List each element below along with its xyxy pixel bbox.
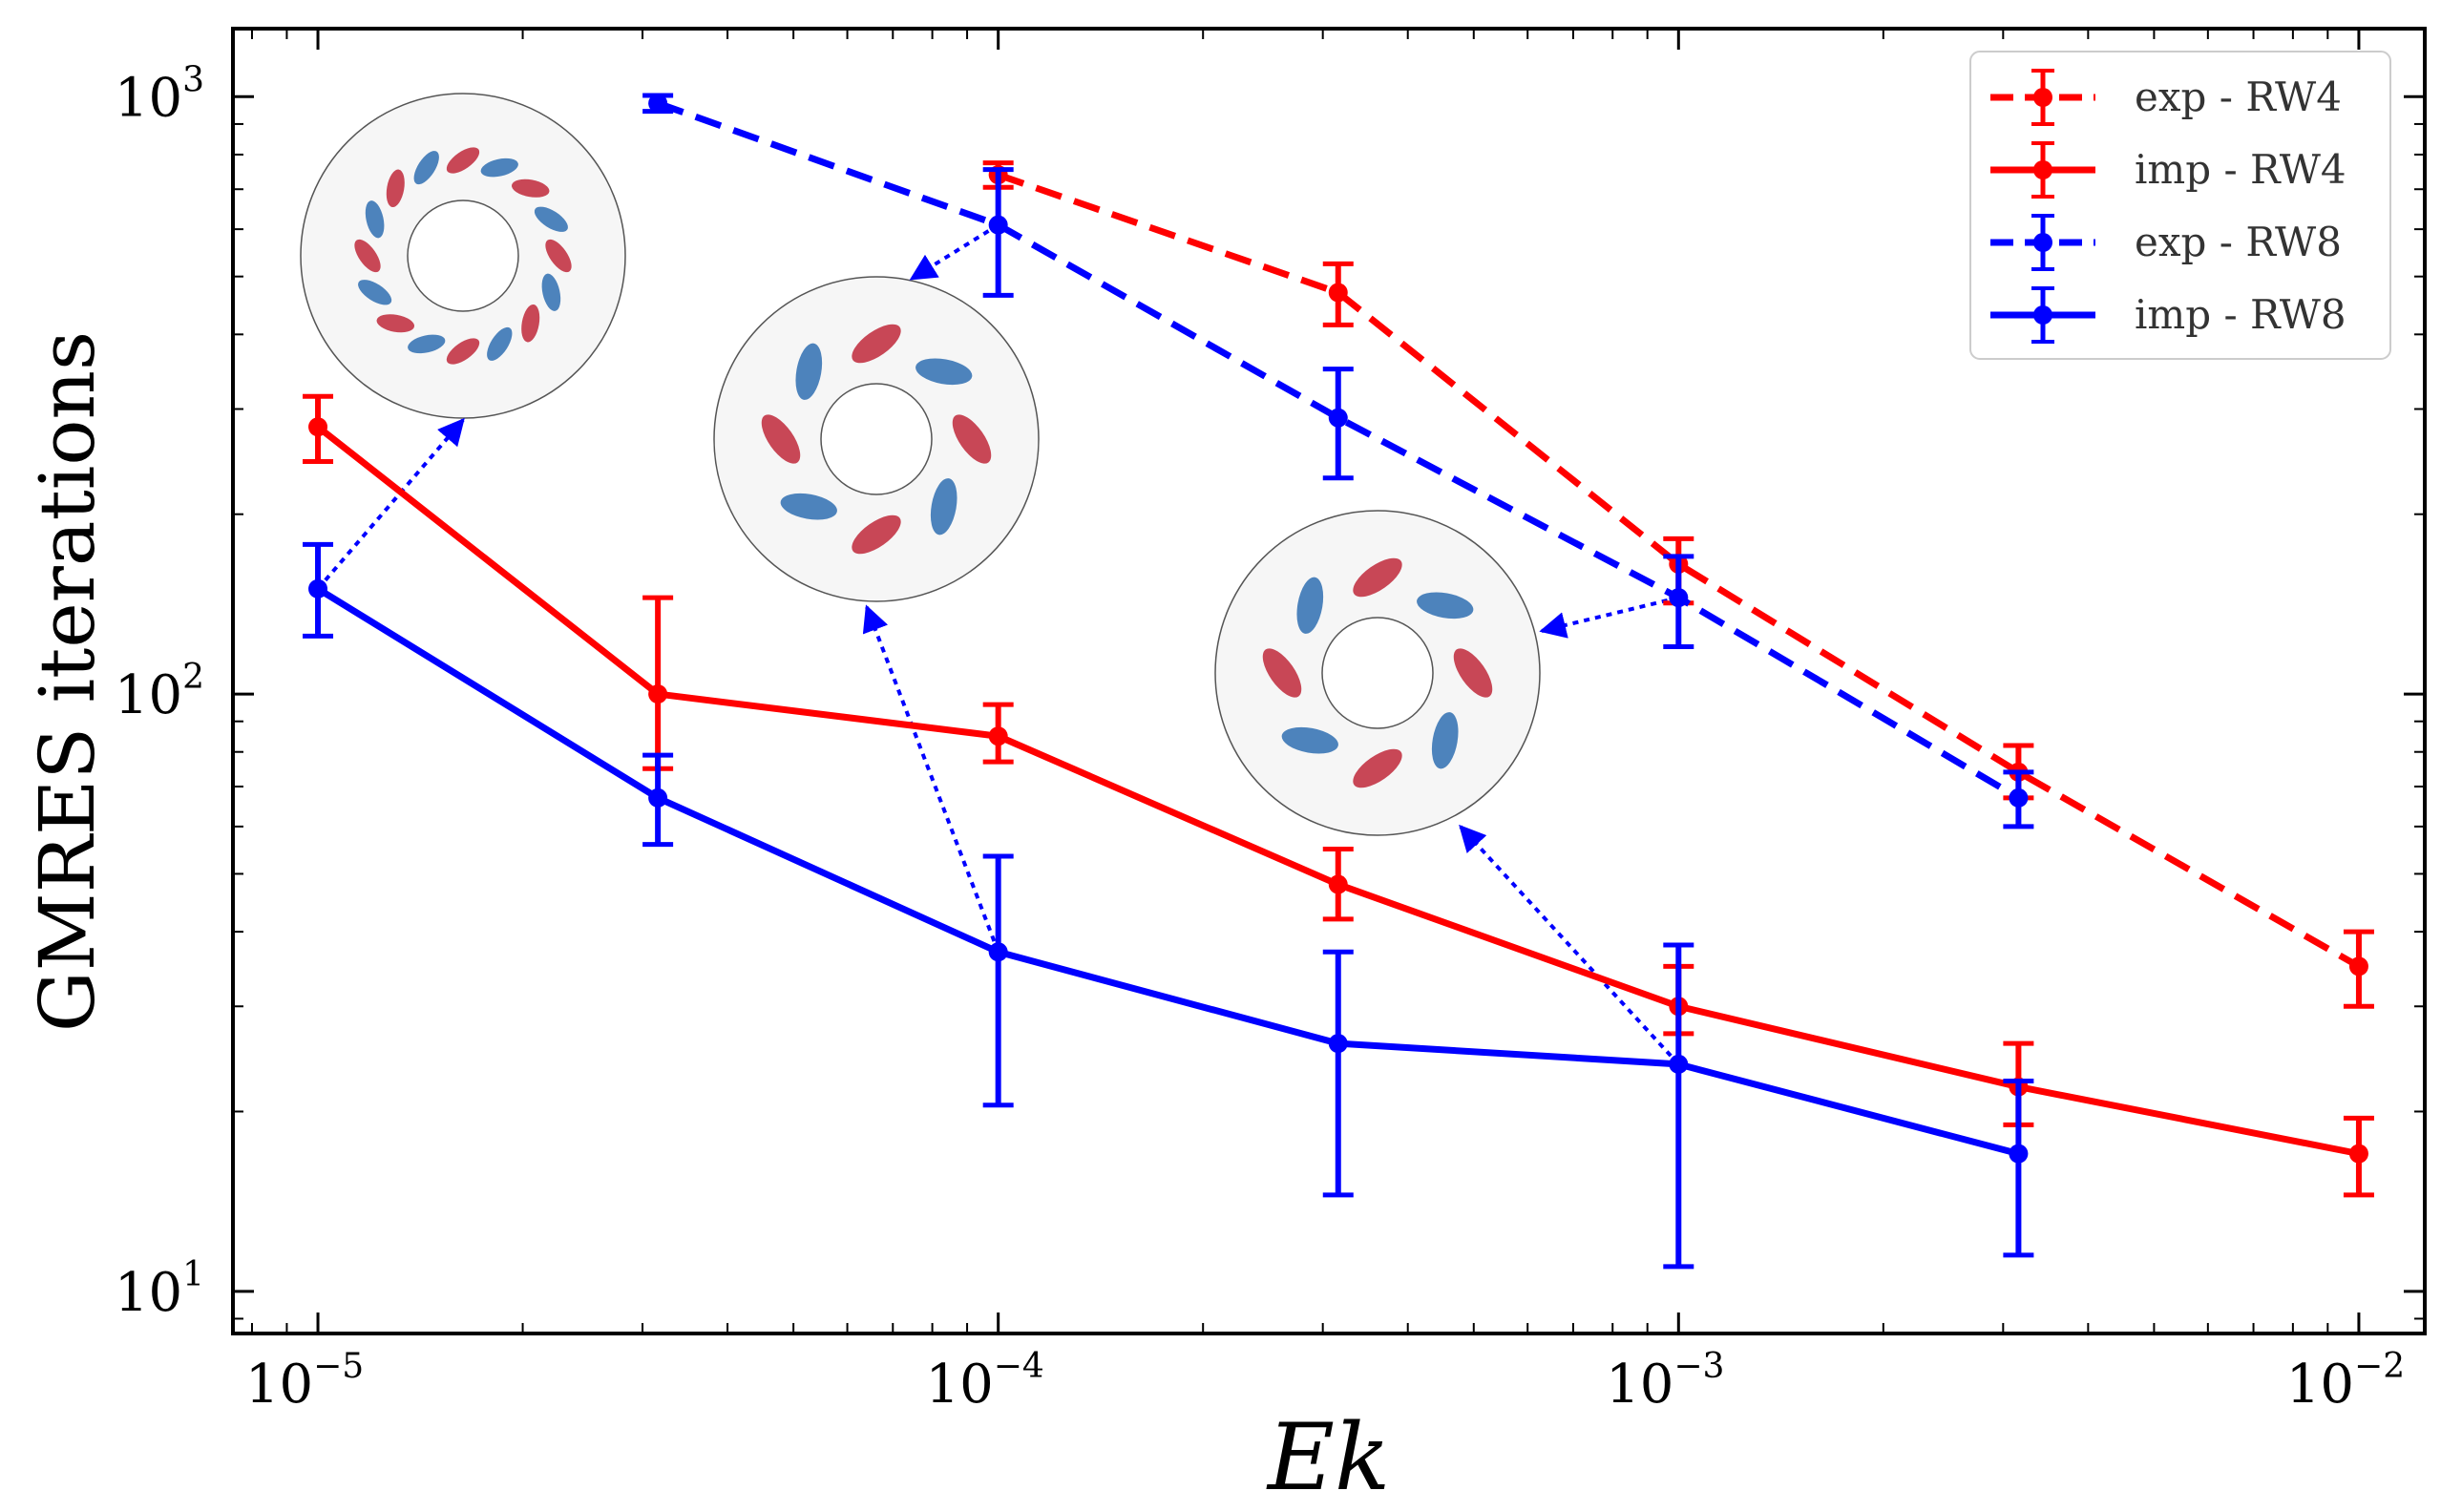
inset-vortex bbox=[1262, 648, 1302, 698]
inset-vortex bbox=[1296, 577, 1324, 634]
data-point bbox=[1669, 1054, 1689, 1074]
series-line bbox=[316, 585, 2020, 1158]
legend-label: exp - RW8 bbox=[2135, 219, 2342, 265]
data-point bbox=[648, 684, 668, 704]
legend-entry: exp - RW4 bbox=[1990, 69, 2342, 126]
inset-vortex bbox=[1281, 726, 1338, 754]
legend-marker bbox=[2033, 305, 2052, 325]
y-tick-label: 102 bbox=[115, 658, 204, 726]
data-point bbox=[1328, 283, 1348, 303]
inset-vortex bbox=[386, 169, 405, 208]
data-point bbox=[2348, 956, 2368, 976]
plot-area-border bbox=[231, 27, 2427, 1335]
inset-vortex bbox=[852, 324, 901, 364]
inset-vortex bbox=[354, 239, 381, 273]
legend-label: imp - RW4 bbox=[2135, 146, 2346, 193]
y-axis-title: GMRES iterations bbox=[23, 331, 112, 1032]
inset-inner-hole bbox=[407, 200, 519, 312]
x-axis-title: Ek bbox=[1266, 1404, 1390, 1511]
inset-vortex bbox=[1353, 748, 1402, 788]
inset-vortex bbox=[930, 478, 957, 536]
data-point bbox=[2009, 1144, 2029, 1164]
data-point bbox=[648, 94, 668, 114]
legend-label: exp - RW4 bbox=[2135, 74, 2342, 120]
x-tick-label: 10−4 bbox=[925, 1347, 1043, 1416]
inset-vortex bbox=[852, 514, 901, 555]
inset-vortex bbox=[358, 280, 392, 305]
inset-vortex bbox=[1417, 592, 1474, 620]
inset-vortex bbox=[1431, 712, 1459, 769]
inset-vortex bbox=[534, 206, 568, 232]
legend-entry: exp - RW8 bbox=[1990, 214, 2342, 271]
inset-vortex bbox=[545, 239, 572, 273]
inset-vortex bbox=[365, 200, 385, 239]
inset-inner-hole bbox=[1321, 617, 1434, 729]
inset-vortex bbox=[1453, 648, 1493, 698]
inset-vortex bbox=[795, 343, 823, 400]
inset-inner-hole bbox=[820, 383, 933, 495]
inset-arrow bbox=[316, 417, 465, 591]
plot-frame bbox=[231, 27, 2427, 1335]
inset-vortex bbox=[521, 304, 540, 343]
data-point bbox=[2009, 788, 2029, 808]
inset-vortex bbox=[480, 158, 518, 178]
legend: exp - RW4 imp - RW4 exp - RW8 imp - RW8 bbox=[1969, 51, 2391, 360]
inset-vortex bbox=[780, 493, 837, 520]
inset-arrow bbox=[1459, 824, 1680, 1066]
y-tick-label: 101 bbox=[115, 1255, 204, 1324]
data-point bbox=[988, 726, 1008, 746]
x-tick-label: 10−3 bbox=[1606, 1347, 1724, 1416]
inset-annulus-3 bbox=[1214, 510, 1680, 1066]
data-point bbox=[988, 942, 1008, 962]
inset-vortex bbox=[1353, 557, 1402, 598]
series-imp-rw8 bbox=[303, 541, 2034, 1270]
inset-vortex bbox=[511, 178, 550, 198]
tick-layer: 10−5 10−4 10−3 10−2 101 102 103 bbox=[115, 29, 2425, 1416]
inset-vortex bbox=[487, 326, 513, 361]
inset-vortex bbox=[376, 314, 415, 333]
inset-annulus-2 bbox=[713, 222, 1040, 953]
inset-vortex bbox=[446, 338, 480, 365]
legend-marker bbox=[2033, 88, 2052, 107]
inset-vortex bbox=[915, 358, 973, 386]
x-tick-label: 10−2 bbox=[2286, 1347, 2405, 1416]
inset-vortex bbox=[761, 414, 801, 464]
inset-vortex bbox=[413, 151, 439, 185]
inset-annulus-1 bbox=[300, 93, 626, 591]
inset-vortex bbox=[541, 273, 561, 311]
series-line bbox=[997, 171, 2361, 970]
insets-layer bbox=[300, 93, 1680, 1066]
legend-box bbox=[1969, 51, 2391, 360]
inset-arrow bbox=[909, 222, 1000, 281]
data-point bbox=[1669, 588, 1689, 608]
data-point bbox=[1328, 874, 1348, 894]
data-point bbox=[1328, 408, 1348, 428]
inset-vortex bbox=[446, 147, 480, 174]
inset-arrow bbox=[862, 604, 1000, 953]
inset-vortex bbox=[952, 414, 992, 464]
data-point bbox=[308, 578, 328, 598]
series-exp-rw8 bbox=[642, 93, 2034, 830]
legend-entry: imp - RW4 bbox=[1990, 141, 2346, 199]
legend-marker bbox=[2033, 233, 2052, 252]
data-point bbox=[2348, 1144, 2368, 1164]
data-point bbox=[1328, 1034, 1348, 1054]
inset-arrow bbox=[1539, 596, 1679, 639]
series-line bbox=[656, 99, 2021, 801]
series-layer bbox=[303, 93, 2374, 1270]
legend-entry: imp - RW8 bbox=[1990, 286, 2346, 344]
data-point bbox=[648, 788, 668, 808]
data-point bbox=[988, 215, 1008, 235]
data-point bbox=[308, 417, 328, 437]
legend-label: imp - RW8 bbox=[2135, 291, 2346, 338]
x-tick-label: 10−5 bbox=[245, 1347, 364, 1416]
inset-vortex bbox=[408, 334, 446, 354]
legend-marker bbox=[2033, 160, 2052, 179]
y-tick-label: 103 bbox=[115, 60, 204, 129]
